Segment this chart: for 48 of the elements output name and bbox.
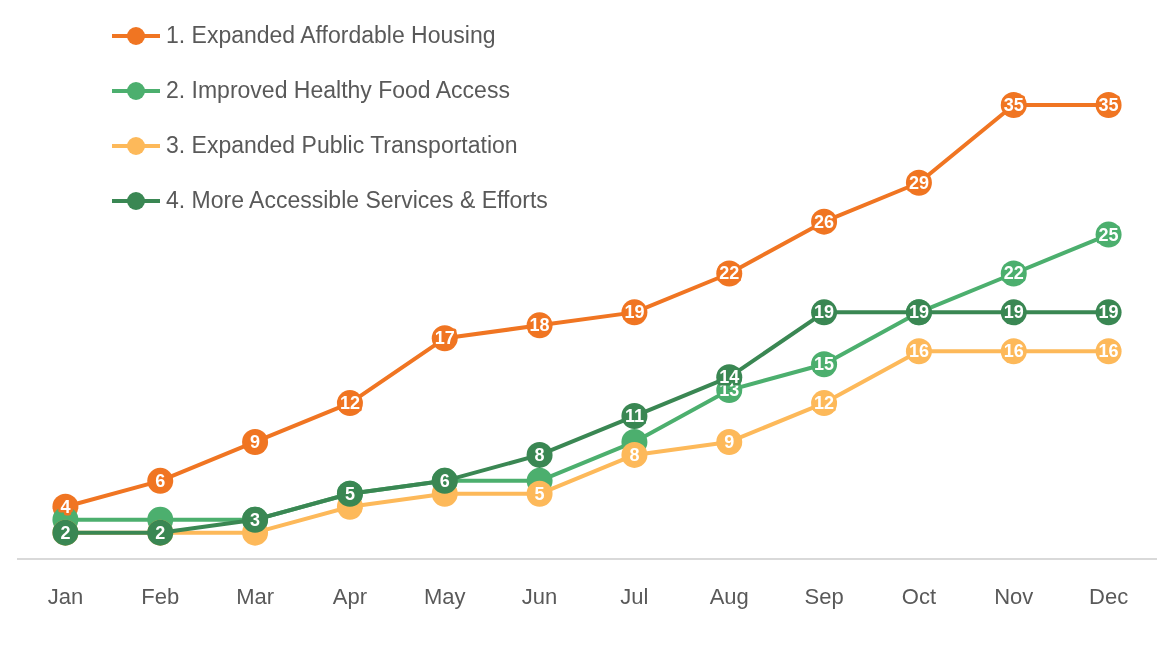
data-label: 2 xyxy=(60,522,71,543)
data-label: 19 xyxy=(908,302,929,323)
x-tick-label: Feb xyxy=(141,583,180,609)
legend-label: 1. Expanded Affordable Housing xyxy=(166,22,496,49)
data-label: 2 xyxy=(155,522,166,543)
x-tick-label: Dec xyxy=(1089,583,1129,609)
x-tick-label: Mar xyxy=(236,583,275,609)
data-label: 29 xyxy=(908,172,929,193)
data-label: 16 xyxy=(1098,341,1119,362)
data-label: 19 xyxy=(624,302,645,323)
data-label: 9 xyxy=(724,431,735,452)
x-tick-label: Nov xyxy=(994,583,1034,609)
x-tick-label: Aug xyxy=(709,583,749,609)
data-label: 22 xyxy=(1003,263,1024,284)
data-label: 3 xyxy=(250,509,261,530)
data-label: 16 xyxy=(1003,341,1024,362)
data-label: 25 xyxy=(1098,224,1119,245)
data-label: 8 xyxy=(629,444,640,465)
x-tick-label: Apr xyxy=(332,583,368,609)
data-label: 35 xyxy=(1098,94,1119,115)
data-label: 16 xyxy=(908,341,929,362)
data-label: 12 xyxy=(814,393,835,414)
data-label: 9 xyxy=(250,431,261,452)
data-label: 11 xyxy=(624,406,644,427)
data-label: 22 xyxy=(719,263,740,284)
x-tick-label: Jul xyxy=(620,583,649,609)
data-label: 5 xyxy=(344,483,355,504)
x-tick-label: May xyxy=(423,583,466,609)
x-tick-label: Oct xyxy=(901,583,937,609)
data-label: 8 xyxy=(534,444,545,465)
data-label: 6 xyxy=(155,470,166,491)
data-label: 17 xyxy=(434,328,455,349)
data-label: 5 xyxy=(534,483,545,504)
data-label: 19 xyxy=(1098,302,1119,323)
x-tick-label: Jun xyxy=(521,583,558,609)
data-label: 19 xyxy=(1003,302,1024,323)
legend-label: 4. More Accessible Services & Efforts xyxy=(166,187,548,214)
legend-label: 3. Expanded Public Transportation xyxy=(166,132,518,159)
data-label: 18 xyxy=(529,315,550,336)
data-label: 6 xyxy=(439,470,450,491)
x-tick-label: Jan xyxy=(47,583,84,609)
x-tick-label: Sep xyxy=(804,583,844,609)
data-label: 26 xyxy=(814,211,835,232)
data-label: 12 xyxy=(339,393,360,414)
data-label: 19 xyxy=(814,302,835,323)
data-label: 35 xyxy=(1003,94,1024,115)
legend-label: 2. Improved Healthy Food Access xyxy=(166,77,510,104)
data-label: 15 xyxy=(814,354,835,375)
